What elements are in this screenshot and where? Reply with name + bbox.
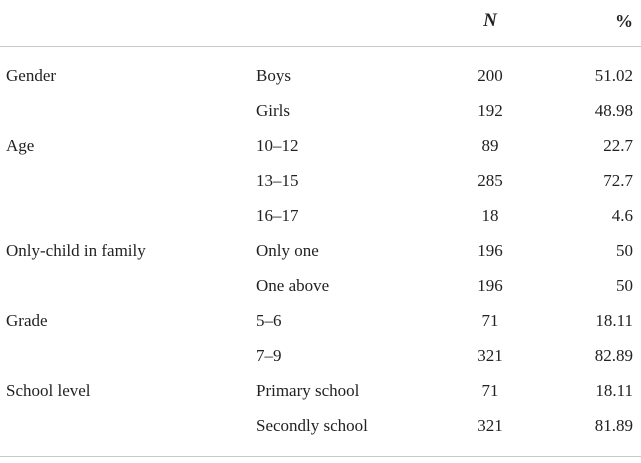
category-cell: 16–17 bbox=[256, 206, 299, 225]
table-row: 7–9 321 82.89 bbox=[0, 338, 641, 373]
category-cell: Primary school bbox=[256, 381, 360, 400]
n-cell: 285 bbox=[477, 171, 503, 190]
percent-cell: 22.7 bbox=[603, 136, 633, 155]
category-cell: Girls bbox=[256, 101, 290, 120]
n-cell: 192 bbox=[477, 101, 503, 120]
variable-cell: Only-child in family bbox=[6, 241, 146, 260]
category-cell: Only one bbox=[256, 241, 319, 260]
n-cell: 71 bbox=[481, 311, 499, 330]
table-header-row: N % bbox=[0, 0, 641, 46]
percent-cell: 72.7 bbox=[603, 171, 633, 190]
percent-cell: 81.89 bbox=[594, 416, 633, 435]
header-divider bbox=[0, 46, 641, 47]
n-cell: 18 bbox=[481, 206, 499, 225]
variable-cell: Grade bbox=[6, 311, 48, 330]
n-cell: 321 bbox=[477, 346, 503, 365]
category-cell: Secondly school bbox=[256, 416, 368, 435]
percent-cell: 48.98 bbox=[594, 101, 633, 120]
header-percent: % bbox=[615, 11, 633, 31]
header-n: N bbox=[483, 10, 497, 31]
category-cell: 13–15 bbox=[256, 171, 299, 190]
table-row: Age 10–12 89 22.7 bbox=[0, 128, 641, 163]
variable-cell: Gender bbox=[6, 66, 57, 85]
variable-cell: School level bbox=[6, 381, 91, 400]
category-cell: 5–6 bbox=[256, 311, 282, 330]
table-row: Girls 192 48.98 bbox=[0, 93, 641, 128]
n-cell: 321 bbox=[477, 416, 503, 435]
table-row: School level Primary school 71 18.11 bbox=[0, 373, 641, 408]
table-bottom-rule bbox=[0, 456, 641, 457]
table-row: One above 196 50 bbox=[0, 268, 641, 303]
percent-cell: 18.11 bbox=[595, 311, 633, 330]
n-cell: 196 bbox=[477, 241, 503, 260]
category-cell: Boys bbox=[256, 66, 291, 85]
table-row: Secondly school 321 81.89 bbox=[0, 408, 641, 443]
percent-cell: 50 bbox=[616, 241, 633, 260]
category-cell: 10–12 bbox=[256, 136, 299, 155]
table-row: 16–17 18 4.6 bbox=[0, 198, 641, 233]
percent-cell: 51.02 bbox=[594, 66, 633, 85]
n-cell: 196 bbox=[477, 276, 503, 295]
table-body: Gender Boys 200 51.02 Girls 192 48.98 Ag… bbox=[0, 58, 641, 443]
percent-cell: 4.6 bbox=[611, 206, 633, 225]
percent-cell: 50 bbox=[616, 276, 633, 295]
table-row: Grade 5–6 71 18.11 bbox=[0, 303, 641, 338]
percent-cell: 18.11 bbox=[595, 381, 633, 400]
table-row: 13–15 285 72.7 bbox=[0, 163, 641, 198]
n-cell: 71 bbox=[481, 381, 499, 400]
table-row: Only-child in family Only one 196 50 bbox=[0, 233, 641, 268]
category-cell: 7–9 bbox=[256, 346, 282, 365]
n-cell: 89 bbox=[481, 136, 499, 155]
n-cell: 200 bbox=[477, 66, 503, 85]
percent-cell: 82.89 bbox=[594, 346, 633, 365]
variable-cell: Age bbox=[6, 136, 35, 155]
category-cell: One above bbox=[256, 276, 330, 295]
table-row: Gender Boys 200 51.02 bbox=[0, 58, 641, 93]
